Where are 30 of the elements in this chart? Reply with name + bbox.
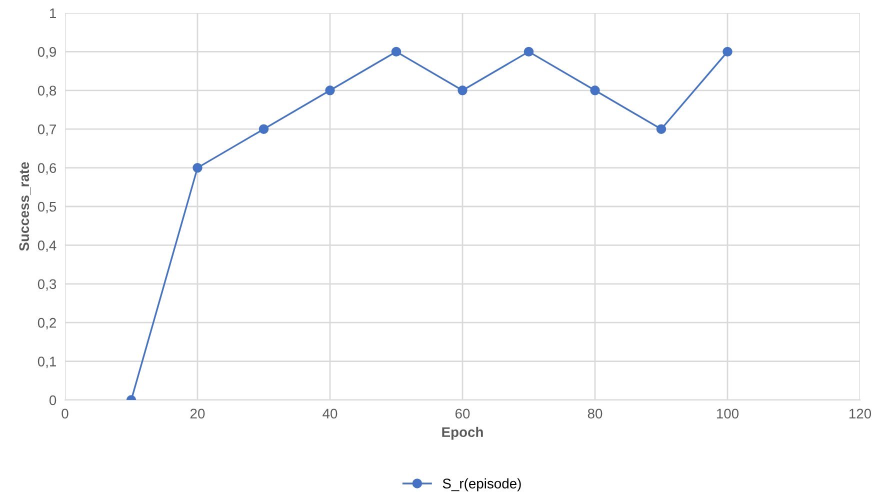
x-tick-label: 60 [455,408,470,419]
point [192,162,202,173]
point [458,86,468,96]
y-tick-label: 0 [49,395,56,406]
y-tick-label: 0,2 [38,318,56,330]
x-tick-label: 80 [588,408,602,419]
x-tick-label: 40 [322,408,338,419]
x-tick-label: 0 [62,408,68,419]
x-tick-label: 20 [190,408,205,419]
y-tick-label: 0,6 [38,163,56,175]
y-tick-label: 0,4 [38,240,56,252]
y-tick-label: 0,9 [38,47,56,59]
x-tick-label: 100 [716,408,739,419]
y-tick-label: 0,8 [38,86,56,98]
point [590,86,600,96]
legend-label: S_r(episode) [442,478,521,492]
point [722,46,732,57]
y-axis-title: Success_rate [19,162,31,251]
point [391,46,402,57]
x-axis-title: Epoch [442,426,483,440]
point [258,124,269,134]
x-tick-label: 120 [849,408,872,419]
y-tick-label: 0,3 [38,279,56,291]
y-tick-label: 0,5 [38,202,56,214]
point [524,46,534,57]
y-tick-label: 0,7 [38,124,56,136]
point [325,86,335,96]
y-tick-label: 0,1 [38,356,56,368]
y-tick-label: 1 [50,8,56,18]
point [656,124,666,134]
